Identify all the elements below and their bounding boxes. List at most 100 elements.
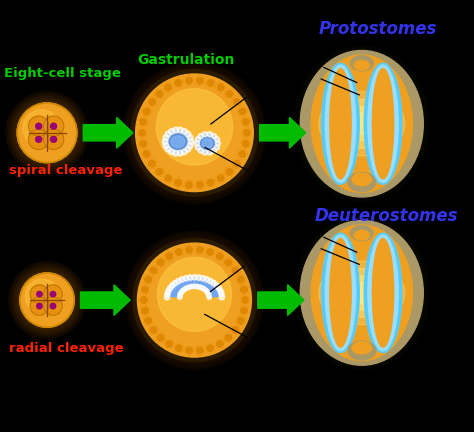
Ellipse shape	[339, 276, 384, 310]
Circle shape	[170, 283, 175, 288]
Circle shape	[206, 344, 215, 353]
Circle shape	[126, 64, 263, 201]
Circle shape	[155, 167, 164, 176]
Circle shape	[17, 103, 77, 162]
Circle shape	[6, 92, 88, 174]
Circle shape	[194, 141, 200, 146]
Circle shape	[184, 181, 193, 190]
Circle shape	[206, 292, 210, 296]
Circle shape	[140, 306, 149, 315]
Ellipse shape	[339, 107, 384, 141]
Circle shape	[133, 238, 256, 362]
Circle shape	[129, 235, 260, 365]
Ellipse shape	[350, 56, 373, 71]
Circle shape	[214, 145, 219, 150]
Circle shape	[224, 333, 233, 342]
Circle shape	[216, 286, 221, 291]
Circle shape	[125, 230, 264, 370]
Circle shape	[205, 290, 210, 295]
Circle shape	[201, 286, 205, 291]
Circle shape	[188, 139, 194, 144]
Circle shape	[174, 178, 183, 187]
Ellipse shape	[325, 235, 356, 351]
Circle shape	[183, 286, 188, 291]
Circle shape	[200, 276, 206, 281]
Circle shape	[174, 248, 183, 257]
Circle shape	[218, 289, 223, 294]
Circle shape	[206, 178, 215, 187]
Circle shape	[192, 284, 197, 289]
Ellipse shape	[373, 69, 394, 179]
Circle shape	[187, 143, 193, 149]
Ellipse shape	[319, 92, 405, 156]
Circle shape	[128, 233, 261, 367]
Circle shape	[30, 285, 49, 303]
Circle shape	[176, 278, 181, 284]
Circle shape	[187, 135, 193, 140]
Circle shape	[156, 258, 165, 267]
Circle shape	[185, 245, 194, 254]
Circle shape	[202, 287, 207, 292]
Circle shape	[179, 277, 185, 282]
Circle shape	[232, 98, 241, 106]
Circle shape	[155, 89, 164, 98]
Circle shape	[124, 63, 264, 203]
Polygon shape	[81, 285, 130, 315]
Circle shape	[195, 346, 204, 355]
Circle shape	[236, 316, 245, 325]
Circle shape	[169, 149, 174, 155]
Circle shape	[149, 266, 158, 275]
Circle shape	[28, 129, 49, 149]
Circle shape	[198, 133, 203, 139]
Circle shape	[195, 145, 201, 150]
Circle shape	[183, 276, 189, 281]
Ellipse shape	[364, 233, 402, 353]
Circle shape	[185, 146, 191, 152]
Circle shape	[187, 275, 193, 280]
Circle shape	[50, 292, 56, 297]
Circle shape	[188, 285, 192, 289]
Ellipse shape	[364, 63, 402, 184]
Circle shape	[164, 83, 173, 92]
Circle shape	[15, 268, 79, 332]
Circle shape	[225, 167, 234, 176]
Circle shape	[127, 65, 262, 200]
Ellipse shape	[311, 225, 412, 361]
Ellipse shape	[299, 49, 425, 199]
Circle shape	[164, 295, 170, 300]
Circle shape	[241, 139, 250, 148]
Circle shape	[147, 159, 156, 168]
Circle shape	[184, 76, 193, 85]
Circle shape	[211, 280, 217, 286]
Circle shape	[195, 245, 204, 254]
Circle shape	[165, 146, 171, 152]
Circle shape	[202, 150, 208, 155]
Circle shape	[157, 257, 231, 331]
Ellipse shape	[373, 238, 394, 347]
Ellipse shape	[330, 69, 351, 179]
Circle shape	[138, 139, 148, 148]
Circle shape	[219, 292, 224, 297]
Circle shape	[162, 139, 168, 144]
Polygon shape	[258, 285, 304, 315]
Circle shape	[128, 67, 261, 199]
Circle shape	[207, 295, 211, 299]
Circle shape	[206, 248, 215, 257]
Circle shape	[202, 132, 208, 137]
Polygon shape	[197, 134, 218, 153]
Circle shape	[195, 137, 201, 142]
Circle shape	[137, 128, 146, 137]
Circle shape	[216, 141, 220, 146]
Circle shape	[207, 132, 212, 137]
Circle shape	[182, 287, 186, 292]
Polygon shape	[171, 136, 185, 147]
Circle shape	[198, 148, 203, 153]
Circle shape	[241, 295, 250, 305]
Circle shape	[130, 68, 259, 197]
Circle shape	[178, 292, 183, 296]
Circle shape	[238, 149, 247, 159]
Circle shape	[142, 107, 151, 116]
Circle shape	[13, 98, 82, 167]
Circle shape	[44, 129, 64, 149]
Circle shape	[182, 129, 187, 134]
